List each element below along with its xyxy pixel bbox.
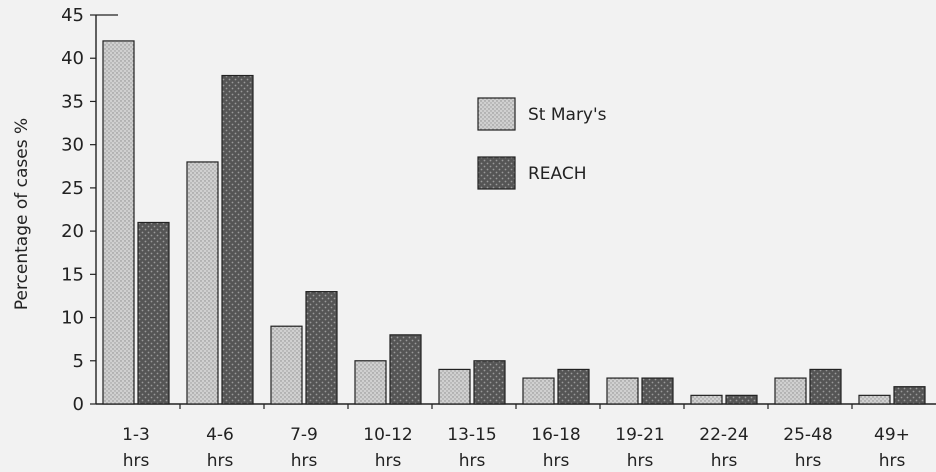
- bar-reach-6: [641, 377, 674, 405]
- x-tick-label: 22-24: [699, 425, 748, 445]
- bar-st-marys-5: [522, 377, 555, 405]
- x-tick-label-unit: hrs: [627, 451, 654, 471]
- x-tick-label-unit: hrs: [711, 451, 738, 471]
- x-tick-label: 4-6: [206, 425, 234, 445]
- y-tick-label: 45: [61, 5, 84, 26]
- x-tick-label: 10-12: [363, 425, 412, 445]
- bar-st-marys-2: [270, 325, 303, 405]
- bar-reach-2: [305, 291, 338, 405]
- y-tick-label: 25: [61, 178, 84, 199]
- bar-st-marys-6: [606, 377, 639, 405]
- y-tick-label: 15: [61, 264, 84, 285]
- y-tick-label: 5: [73, 351, 84, 372]
- bar-st-marys-3: [354, 360, 387, 405]
- bar-reach-5: [557, 368, 590, 405]
- y-tick-label: 20: [61, 221, 84, 242]
- legend-label-st-marys: St Mary's: [528, 105, 607, 125]
- x-tick-label-unit: hrs: [795, 451, 822, 471]
- bar-st-marys-8: [774, 377, 807, 405]
- bar-reach-9: [893, 386, 926, 405]
- x-tick-label: 16-18: [531, 425, 580, 445]
- bar-reach-3: [389, 334, 422, 405]
- y-tick-label: 35: [61, 91, 84, 112]
- y-axis-title: Percentage of cases %: [12, 118, 32, 310]
- x-tick-label: 49+: [874, 425, 910, 445]
- bar-reach-7: [725, 394, 758, 405]
- bar-reach-1: [221, 74, 254, 405]
- legend-swatch-reach: [477, 156, 516, 190]
- legend-swatch-st-marys: [477, 97, 516, 131]
- x-tick-label-unit: hrs: [879, 451, 906, 471]
- bar-reach-4: [473, 360, 506, 405]
- x-tick-label-unit: hrs: [375, 451, 402, 471]
- x-tick-label-unit: hrs: [123, 451, 150, 471]
- legend-label-reach: REACH: [528, 164, 587, 184]
- x-tick-label-unit: hrs: [291, 451, 318, 471]
- bar-reach-0: [137, 221, 170, 405]
- x-tick-label: 13-15: [447, 425, 496, 445]
- bar-st-marys-9: [858, 394, 891, 405]
- y-tick-label: 40: [61, 48, 84, 69]
- bar-st-marys-1: [186, 161, 219, 405]
- bar-st-marys-7: [690, 394, 723, 405]
- x-tick-label-unit: hrs: [207, 451, 234, 471]
- y-tick-label: 10: [61, 308, 84, 329]
- bar-reach-8: [809, 368, 842, 405]
- bar-st-marys-4: [438, 368, 471, 405]
- x-tick-label-unit: hrs: [459, 451, 486, 471]
- y-tick-label: 30: [61, 135, 84, 156]
- x-tick-label-unit: hrs: [543, 451, 570, 471]
- y-tick-label: 0: [73, 394, 84, 415]
- x-tick-label: 19-21: [615, 425, 664, 445]
- x-tick-label: 25-48: [783, 425, 832, 445]
- x-tick-label: 7-9: [290, 425, 318, 445]
- bar-st-marys-0: [102, 40, 135, 405]
- x-tick-label: 1-3: [122, 425, 150, 445]
